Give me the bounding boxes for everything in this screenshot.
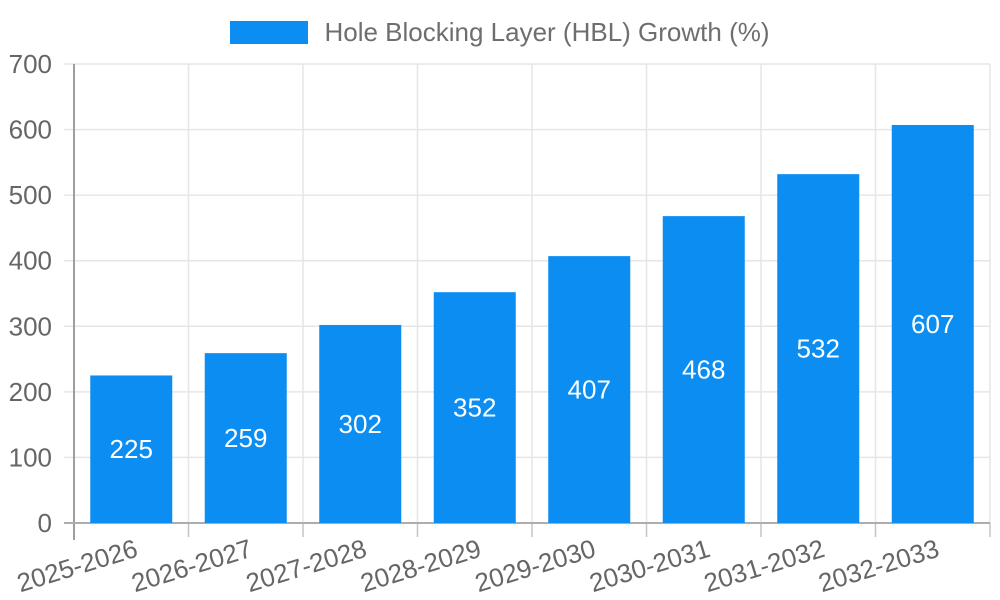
x-axis-tick-label: 2028-2029 [357, 533, 485, 598]
y-axis-tick-label: 600 [9, 115, 52, 145]
x-axis-tick-label: 2026-2027 [128, 533, 256, 598]
bar [90, 375, 173, 523]
bar-value-label: 407 [568, 375, 611, 405]
y-axis-tick-label: 400 [9, 246, 52, 276]
bar-value-label: 259 [224, 423, 267, 453]
bar-value-label: 225 [110, 434, 153, 464]
chart-legend: Hole Blocking Layer (HBL) Growth (%) [0, 19, 1000, 45]
bar [204, 353, 287, 523]
x-axis-tick-label: 2030-2031 [586, 533, 714, 598]
x-axis-tick-label: 2025-2026 [13, 533, 141, 598]
x-axis-tick-label: 2029-2030 [471, 533, 599, 598]
bar-value-label: 468 [682, 355, 725, 385]
legend-label: Hole Blocking Layer (HBL) Growth (%) [324, 17, 770, 47]
bar [662, 216, 745, 523]
bar-value-label: 607 [911, 309, 954, 339]
y-axis-tick-label: 500 [9, 180, 52, 210]
y-axis-tick-label: 0 [38, 508, 52, 538]
bar-value-label: 352 [453, 393, 496, 423]
y-axis-tick-label: 700 [9, 49, 52, 79]
legend-swatch [230, 20, 309, 44]
bar-value-label: 532 [797, 334, 840, 364]
bar [319, 324, 402, 523]
bar [777, 174, 860, 523]
x-axis-tick-label: 2027-2028 [242, 533, 370, 598]
bar [891, 124, 974, 523]
bar [433, 292, 516, 523]
x-axis-tick-label: 2031-2032 [700, 533, 828, 598]
bar-value-label: 302 [339, 409, 382, 439]
x-axis-tick-label: 2032-2033 [815, 533, 943, 598]
bar [548, 256, 631, 523]
y-axis-tick-label: 100 [9, 442, 52, 472]
y-axis-tick-label: 200 [9, 377, 52, 407]
y-axis-tick-label: 300 [9, 311, 52, 341]
